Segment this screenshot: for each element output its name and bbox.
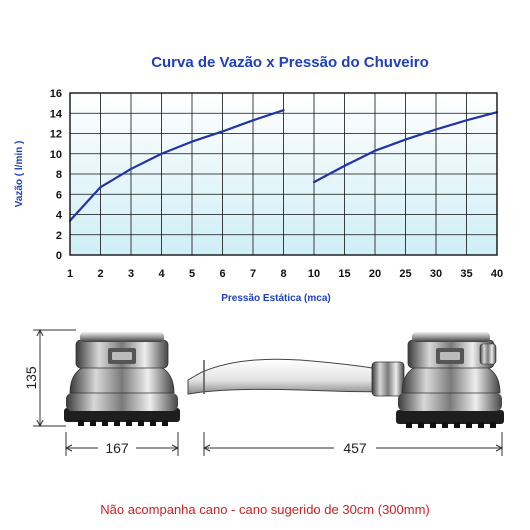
x-tick-label: 30 [430, 268, 442, 280]
series-lines [68, 109, 499, 222]
x-tick-label: 15 [338, 268, 350, 280]
y-tick-label: 10 [50, 149, 62, 161]
y-tick-label: 4 [56, 210, 63, 222]
x-tick-label: 2 [97, 268, 103, 280]
y-tick-label: 8 [56, 169, 62, 181]
x-tick-label: 20 [369, 268, 381, 280]
y-tick-label: 16 [50, 88, 62, 100]
x-tick-label: 40 [491, 268, 503, 280]
y-tick-label: 6 [56, 189, 62, 201]
length-dimension-line [202, 432, 504, 456]
x-tick-label: 10 [308, 268, 320, 280]
x-tick-label: 6 [219, 268, 225, 280]
series-line-low_pressure [68, 109, 285, 222]
y-tick-label: 14 [50, 108, 63, 120]
series-line-high_pressure [312, 111, 499, 184]
x-tick-label: 7 [250, 268, 256, 280]
y-tick-label: 2 [56, 230, 62, 242]
shower-side-view [64, 332, 180, 426]
width-dimension-line [64, 432, 180, 456]
x-tick-label: 5 [189, 268, 195, 280]
y-axis-label: Vazão ( l/min ) [14, 141, 25, 208]
y-tick-label: 12 [50, 129, 62, 141]
height-dimension-line [33, 328, 76, 428]
footer-note: Não acompanha cano - cano sugerido de 30… [100, 502, 430, 517]
width-label: 167 [105, 440, 129, 456]
shower-with-arm-view [187, 332, 504, 428]
plot-frame [69, 92, 498, 256]
x-tick-label: 35 [460, 268, 472, 280]
x-tick-label: 25 [399, 268, 411, 280]
x-tick-label: 1 [67, 268, 73, 280]
y-tick-label: 0 [56, 250, 62, 262]
chart-title: Curva de Vazão x Pressão do Chuveiro [151, 54, 429, 71]
length-label: 457 [343, 440, 367, 456]
x-axis-label: Pressão Estática (mca) [221, 293, 331, 304]
x-tick-label: 4 [158, 268, 165, 280]
x-tick-label: 3 [128, 268, 134, 280]
height-label: 135 [23, 366, 39, 390]
x-tick-label: 8 [280, 268, 286, 280]
